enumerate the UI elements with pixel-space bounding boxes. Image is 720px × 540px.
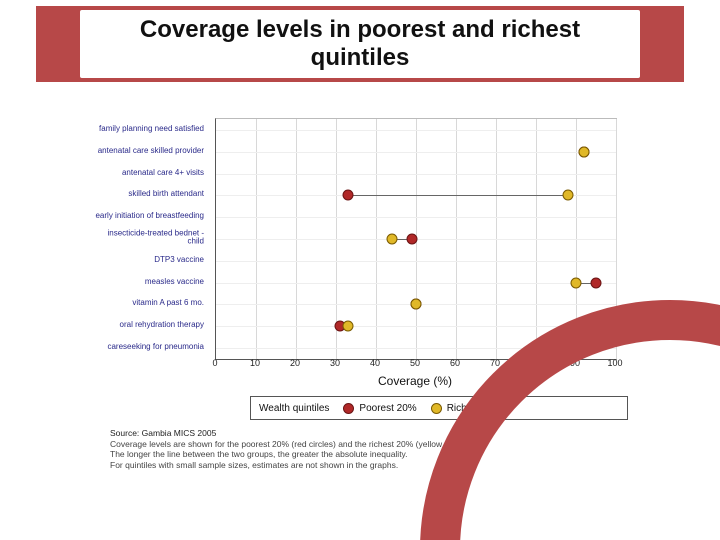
y-category-label: insecticide-treated bednet - child: [89, 230, 204, 247]
marker-richest: [411, 299, 422, 310]
legend-lead: Wealth quintiles: [259, 403, 329, 414]
slide-title: Coverage levels in poorest and richest q…: [98, 16, 622, 71]
marker-richest: [387, 234, 398, 245]
row-guide: [216, 152, 616, 153]
y-category-label: early initiation of breastfeeding: [89, 212, 204, 220]
y-category-label: measles vaccine: [89, 277, 204, 285]
y-axis-labels: family planning need satisfied antenatal …: [90, 118, 210, 358]
slide-root: Coverage levels in poorest and richest q…: [0, 0, 720, 540]
y-category-label: family planning need satisfied: [89, 125, 204, 133]
marker-richest: [579, 146, 590, 157]
y-category-label: antenatal care skilled provider: [89, 147, 204, 155]
legend-label-poorest: Poorest 20%: [359, 403, 416, 414]
row-guide: [216, 174, 616, 175]
x-tick-label: 0: [212, 358, 217, 368]
x-tick-label: 10: [250, 358, 260, 368]
legend-item-poorest: Poorest 20%: [343, 403, 416, 414]
y-category-label: DTP3 vaccine: [89, 256, 204, 264]
marker-richest: [563, 190, 574, 201]
x-tick-label: 30: [330, 358, 340, 368]
marker-richest: [343, 321, 354, 332]
x-tick-label: 50: [410, 358, 420, 368]
marker-poorest: [407, 234, 418, 245]
y-category-label: careseeking for pneumonia: [89, 343, 204, 351]
row-guide: [216, 130, 616, 131]
x-tick-label: 60: [450, 358, 460, 368]
row-guide: [216, 261, 616, 262]
circle-icon: [431, 403, 442, 414]
row-guide: [216, 283, 616, 284]
y-category-label: antenatal care 4+ visits: [89, 168, 204, 176]
y-category-label: vitamin A past 6 mo.: [89, 299, 204, 307]
y-category-label: oral rehydration therapy: [89, 321, 204, 329]
title-chip: Coverage levels in poorest and richest q…: [80, 10, 640, 78]
marker-poorest: [591, 277, 602, 288]
circle-icon: [343, 403, 354, 414]
row-guide: [216, 217, 616, 218]
x-tick-label: 40: [370, 358, 380, 368]
y-category-label: skilled birth attendant: [89, 190, 204, 198]
x-tick-label: 20: [290, 358, 300, 368]
plot-area: [215, 118, 617, 360]
marker-poorest: [343, 190, 354, 201]
dumbbell-line: [348, 195, 568, 196]
marker-richest: [571, 277, 582, 288]
